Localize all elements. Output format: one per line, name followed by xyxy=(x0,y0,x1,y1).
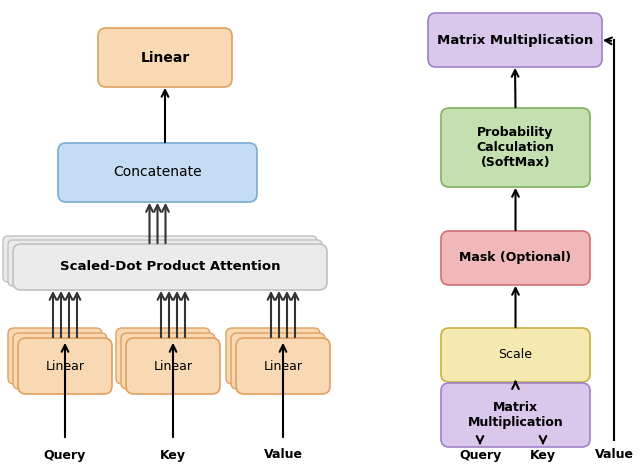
FancyBboxPatch shape xyxy=(8,240,322,286)
FancyBboxPatch shape xyxy=(441,383,590,447)
FancyBboxPatch shape xyxy=(441,108,590,187)
FancyBboxPatch shape xyxy=(13,244,327,290)
FancyBboxPatch shape xyxy=(18,338,112,394)
FancyBboxPatch shape xyxy=(441,328,590,382)
FancyBboxPatch shape xyxy=(3,236,317,282)
Text: Linear: Linear xyxy=(264,359,303,373)
Text: Key: Key xyxy=(530,448,556,462)
Text: Linear: Linear xyxy=(140,51,189,64)
Text: Linear: Linear xyxy=(154,359,193,373)
FancyBboxPatch shape xyxy=(226,328,320,384)
FancyBboxPatch shape xyxy=(8,328,102,384)
Text: Scaled-Dot Product Attention: Scaled-Dot Product Attention xyxy=(60,261,280,273)
FancyBboxPatch shape xyxy=(13,333,107,389)
Text: Scale: Scale xyxy=(499,348,532,362)
Text: Mask (Optional): Mask (Optional) xyxy=(460,252,572,264)
FancyBboxPatch shape xyxy=(441,231,590,285)
Text: Key: Key xyxy=(160,448,186,462)
Text: Value: Value xyxy=(264,448,303,462)
Text: Value: Value xyxy=(595,448,634,462)
Text: Query: Query xyxy=(459,448,501,462)
FancyBboxPatch shape xyxy=(98,28,232,87)
FancyBboxPatch shape xyxy=(58,143,257,202)
Text: Matrix
Multiplication: Matrix Multiplication xyxy=(468,401,563,429)
FancyBboxPatch shape xyxy=(121,333,215,389)
Text: Concatenate: Concatenate xyxy=(113,165,202,180)
Text: Linear: Linear xyxy=(45,359,84,373)
FancyBboxPatch shape xyxy=(428,13,602,67)
Text: Probability
Calculation
(SoftMax): Probability Calculation (SoftMax) xyxy=(477,126,554,169)
FancyBboxPatch shape xyxy=(231,333,325,389)
FancyBboxPatch shape xyxy=(116,328,210,384)
FancyBboxPatch shape xyxy=(126,338,220,394)
FancyBboxPatch shape xyxy=(236,338,330,394)
Text: Query: Query xyxy=(44,448,86,462)
Text: Matrix Multiplication: Matrix Multiplication xyxy=(437,34,593,46)
